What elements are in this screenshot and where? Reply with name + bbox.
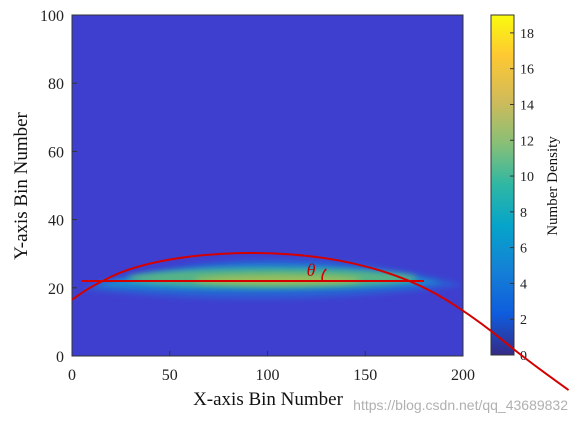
colorbar-tick-label: 16 [520,63,534,78]
y-tick-label: 80 [48,76,64,93]
y-tick-label: 0 [56,349,64,366]
colorbar-tick-label: 18 [520,27,534,42]
angle-arc [321,268,327,282]
y-axis-title: Y-axis Bin Number [11,111,32,259]
x-tick-label: 100 [256,367,280,384]
theta-label: θ [307,260,316,280]
colorbar-tick-label: 10 [520,170,534,185]
colorbar-tick-label: 12 [520,134,534,149]
x-tick-label: 200 [451,367,475,384]
colorbar-tick-label: 8 [520,206,527,221]
colorbar-tick-label: 6 [520,242,527,257]
colorbar-title: Number Density [545,136,561,236]
y-tick-label: 40 [48,213,64,230]
colorbar [490,14,515,356]
colorbar-tick-label: 2 [520,313,527,328]
colorbar-tick-label: 4 [520,277,527,292]
y-tick-label: 20 [48,281,64,298]
x-axis-title: X-axis Bin Number [193,389,344,410]
x-tick-label: 0 [68,367,76,384]
x-tick-label: 50 [162,367,178,384]
y-tick-label: 60 [48,144,64,161]
annotation: θ [71,252,570,391]
y-tick-label: 100 [40,8,64,25]
x-axis: 0 50 100 150 200 [68,351,475,384]
y-axis: 0 20 40 60 80 100 [40,8,77,366]
x-tick-label: 150 [353,367,377,384]
colorbar-tick-label: 14 [520,98,534,113]
watermark: https://blog.csdn.net/qq_43689832 [353,397,568,413]
plot-area [72,15,463,356]
